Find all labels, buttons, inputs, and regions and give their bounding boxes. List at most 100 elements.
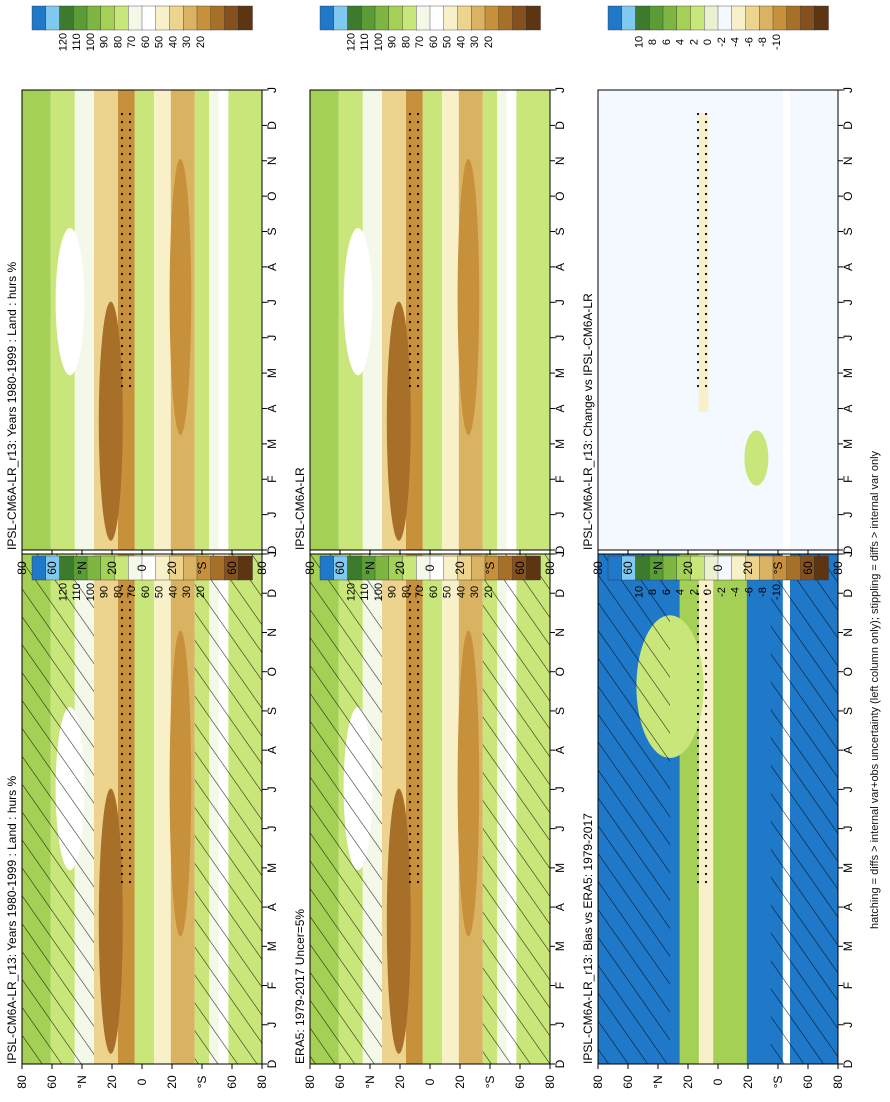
month-tick-label: D: [841, 121, 855, 130]
colorbar-swatch: [73, 5, 88, 31]
colorbar-swatch: [457, 5, 472, 31]
hatching-south: [770, 554, 838, 1064]
colorbar-swatch: [676, 5, 692, 31]
stippling: [118, 113, 133, 389]
lat-tick-label: 80: [15, 561, 29, 575]
month-tick-label: A: [841, 404, 855, 412]
month-tick-label: J: [265, 1022, 279, 1028]
month-tick-label: M: [553, 863, 567, 873]
dry-core-north: [98, 788, 123, 1054]
month-tick-label: J: [553, 87, 567, 93]
colorbar-swatch: [128, 5, 143, 31]
colorbar-swatch: [86, 555, 102, 581]
lat-tick-label: 80: [255, 1075, 269, 1089]
dry-core-south: [169, 630, 192, 937]
colorbar-label: 10: [633, 586, 645, 598]
field-band: [74, 90, 94, 550]
field-band: [209, 90, 219, 550]
colorbar-label: 100: [85, 33, 97, 51]
colorbar-swatch: [319, 5, 335, 31]
colorbar-label: 4: [675, 39, 687, 45]
colorbar-swatch: [31, 5, 47, 31]
lat-tick-label: 0: [135, 1078, 149, 1085]
colorbar-swatch: [649, 5, 664, 31]
month-tick-label: S: [265, 707, 279, 715]
colorbar-label: 2: [688, 39, 700, 45]
colorbar-label: 80: [400, 36, 412, 48]
colorbar-label: 20: [483, 36, 495, 48]
colorbar-swatch: [717, 5, 733, 31]
colorbar-label: 2: [688, 589, 700, 595]
colorbar-swatch: [621, 5, 637, 31]
month-tick-label: M: [553, 941, 567, 951]
month-tick-label: S: [841, 707, 855, 715]
colorbar-swatch: [662, 5, 678, 31]
month-tick-label: D: [265, 121, 279, 130]
panel-title: ERA5: 1979-2017 Uncer=5%: [293, 909, 307, 1064]
month-tick-label: F: [553, 476, 567, 483]
month-tick-label: J: [265, 335, 279, 341]
colorbar-label: 8: [647, 589, 659, 595]
month-tick-label: J: [841, 1022, 855, 1028]
colorbar-swatch: [347, 555, 362, 581]
month-tick-label: S: [553, 707, 567, 715]
month-tick-label: S: [553, 228, 567, 236]
lat-tick-label: °S: [483, 1076, 497, 1089]
colorbar-label: 110: [71, 583, 83, 601]
month-tick-label: M: [841, 863, 855, 873]
colorbar-swatch: [416, 5, 431, 31]
lat-tick-label: 20: [393, 561, 407, 575]
lat-tick-label: 80: [303, 561, 317, 575]
lat-tick-label: 20: [681, 561, 695, 575]
lat-tick-label: 0: [711, 1078, 725, 1085]
month-tick-label: D: [553, 1059, 567, 1068]
month-tick-label: D: [265, 1059, 279, 1068]
field-band: [228, 90, 262, 550]
lat-tick-label: °N: [75, 1075, 89, 1088]
field-band: [154, 90, 171, 550]
colorbar-swatch: [141, 5, 157, 31]
colorbar-label: -8: [757, 37, 769, 47]
month-tick-label: A: [553, 404, 567, 412]
lat-tick-label: 0: [423, 1078, 437, 1085]
hatching-north: [22, 554, 94, 1064]
month-tick-label: F: [553, 982, 567, 989]
month-tick-label: J: [841, 786, 855, 792]
colorbar-swatch: [745, 5, 760, 31]
colorbar-label: 50: [154, 586, 166, 598]
colorbar-swatch: [759, 5, 774, 31]
field-band: [422, 90, 442, 550]
lat-tick-label: 20: [741, 1075, 755, 1089]
field-band: [442, 554, 459, 1064]
colorbar-swatch: [443, 5, 459, 31]
month-tick-label: N: [553, 156, 567, 165]
colorbar-swatch: [704, 5, 719, 31]
colorbar-swatch: [800, 5, 815, 31]
colorbar-label: 70: [126, 36, 138, 48]
colorbar-label: 30: [469, 36, 481, 48]
month-tick-label: J: [265, 87, 279, 93]
hatching-south: [482, 554, 550, 1064]
colorbar-label: 120: [57, 583, 69, 601]
lat-tick-label: 80: [591, 561, 605, 575]
colorbar-label: 120: [57, 33, 69, 51]
month-tick-label: M: [553, 368, 567, 378]
moist-core-north: [343, 228, 373, 376]
month-tick-label: J: [553, 299, 567, 305]
colorbar-swatch: [210, 5, 226, 31]
lat-tick-label: 60: [45, 561, 59, 575]
colorbar-label: 30: [181, 36, 193, 48]
dry-core-north: [98, 301, 123, 541]
colorbar-label: 80: [112, 36, 124, 48]
month-tick-label: J: [841, 299, 855, 305]
month-tick-label: M: [265, 941, 279, 951]
colorbar-swatch: [196, 5, 212, 31]
colorbar-label: 80: [112, 586, 124, 598]
lat-tick-label: 60: [801, 561, 815, 575]
lat-tick-label: 60: [225, 1075, 239, 1089]
month-tick-label: J: [265, 786, 279, 792]
month-tick-label: J: [553, 335, 567, 341]
month-tick-label: A: [841, 263, 855, 271]
colorbar-label: 50: [442, 36, 454, 48]
colorbar-label: -4: [730, 37, 742, 47]
